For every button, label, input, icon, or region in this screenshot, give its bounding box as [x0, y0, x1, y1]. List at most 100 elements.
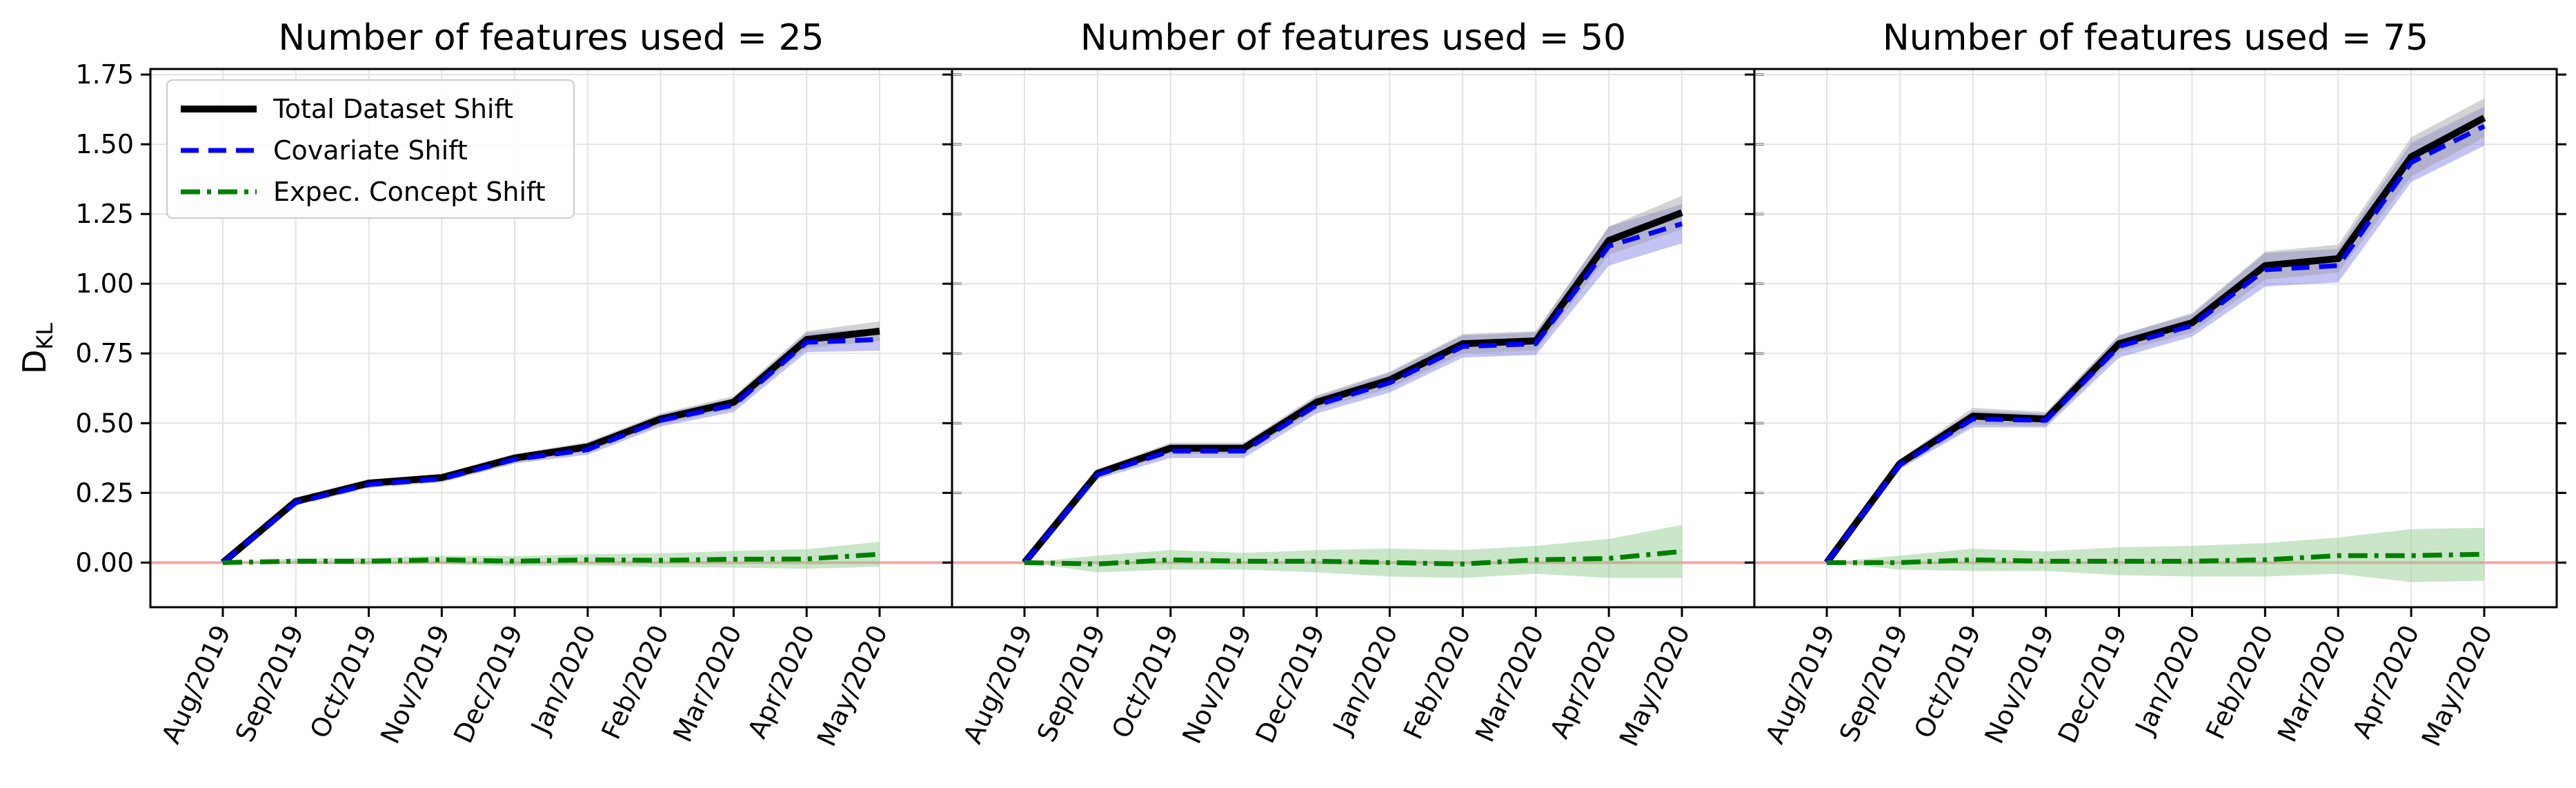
panel-2: Aug/2019Sep/2019Oct/2019Nov/2019Dec/2019… [942, 17, 1764, 751]
xtick-label: Aug/2019 [1760, 620, 1841, 748]
point-concept-0 [1024, 562, 1025, 563]
xtick-label: Jan/2020 [1327, 620, 1404, 740]
plot-frame [951, 68, 1756, 609]
point-covariate-6 [2264, 269, 2266, 270]
band-concept [1024, 524, 1682, 578]
point-covariate-8 [806, 342, 807, 343]
point-covariate-6 [660, 420, 662, 421]
panel-title: Number of features used = 25 [278, 17, 824, 59]
point-covariate-2 [1972, 418, 1974, 420]
xtick-label: May/2020 [1614, 620, 1696, 751]
point-total-2 [1170, 448, 1171, 449]
point-total-9 [2484, 117, 2485, 119]
xtick-label: Sep/2019 [230, 620, 310, 747]
xtick-label: Feb/2020 [2200, 620, 2279, 744]
point-concept-3 [2045, 560, 2047, 562]
point-concept-1 [1899, 562, 1901, 563]
xtick-label: Mar/2020 [2272, 620, 2352, 747]
legend-label-total: Total Dataset Shift [273, 94, 513, 124]
point-covariate-7 [2337, 265, 2339, 266]
series-line-concept [1827, 551, 2485, 565]
xtick-label: Apr/2020 [742, 620, 820, 742]
point-concept-7 [733, 558, 734, 560]
chart-panels: 0.00 0.25 0.50 0.75 1.00 1.25 1.50 1.75 Aug/2019… [75, 17, 2566, 751]
xtick-label: Aug/2019 [156, 620, 237, 748]
series-line-covariate [1825, 124, 2486, 564]
ytick-label: 1.00 [75, 268, 134, 299]
point-concept-8 [806, 558, 807, 560]
point-covariate-2 [368, 484, 370, 485]
xtick-label: Jan/2020 [524, 620, 602, 740]
point-covariate-7 [733, 404, 734, 406]
band-concept [223, 542, 880, 569]
xtick-label: Dec/2019 [1249, 620, 1330, 747]
ytick-label: 1.25 [75, 199, 134, 229]
point-concept-6 [660, 560, 662, 561]
point-total-2 [1972, 415, 1974, 417]
xtick-label: Feb/2020 [1398, 620, 1477, 744]
point-covariate-1 [295, 502, 297, 503]
panel-1: 0.00 0.25 0.50 0.75 1.00 1.25 1.50 1.75 Aug/2019… [75, 17, 962, 751]
point-covariate-5 [1389, 382, 1390, 384]
legend: Total Dataset Shift Covariate Shift Expec.… [166, 79, 575, 219]
series-line-covariate [1022, 221, 1683, 564]
series-line-total [220, 327, 880, 566]
band-total [1024, 195, 1682, 563]
point-concept-9 [1681, 551, 1683, 552]
ytick-label: 0.75 [75, 338, 134, 368]
xtick-label: Nov/2019 [375, 620, 456, 748]
point-concept-2 [368, 560, 370, 562]
point-total-8 [806, 339, 807, 340]
point-covariate-8 [2410, 161, 2412, 163]
xtick-label: Oct/2019 [1908, 620, 1987, 742]
xtick-label: Feb/2020 [595, 620, 675, 744]
ytick-label: 0.00 [75, 547, 134, 578]
series-line-covariate [221, 337, 880, 565]
panel-title: Number of features used = 75 [1883, 17, 2428, 59]
y-axis-label-subscript: KL [32, 323, 58, 350]
xtick-label: Oct/2019 [1106, 620, 1185, 742]
ytick-label: 1.50 [75, 129, 134, 159]
point-covariate-4 [1316, 404, 1318, 406]
band-concept [1827, 527, 2484, 582]
ytick-label: 1.75 [75, 59, 134, 90]
y-axis-label: DKL [16, 323, 58, 374]
xtick-label: Apr/2020 [1544, 620, 1623, 742]
xtick-label: Sep/2019 [1834, 620, 1914, 747]
band-covariate [223, 328, 880, 563]
panel-title: Number of features used = 50 [1080, 17, 1626, 59]
legend-label-covariate: Covariate Shift [273, 135, 468, 166]
xtick-label: Jan/2020 [2129, 620, 2206, 740]
xtick-label: Nov/2019 [1176, 620, 1258, 748]
series-line-concept [1024, 549, 1683, 567]
panel-3: Aug/2019Sep/2019Oct/2019Nov/2019Dec/2019… [1745, 17, 2566, 751]
point-covariate-3 [2045, 420, 2047, 421]
point-concept-7 [2337, 555, 2339, 556]
ytick-label: 0.50 [75, 408, 134, 438]
point-concept-8 [2410, 555, 2412, 556]
point-concept-0 [222, 562, 224, 563]
legend-box [166, 79, 575, 219]
point-concept-1 [295, 560, 297, 562]
xtick-label: May/2020 [2416, 620, 2498, 751]
plot-frame [1753, 68, 2558, 609]
xtick-label: Sep/2019 [1031, 620, 1111, 747]
point-total-7 [2337, 258, 2339, 259]
point-concept-5 [1389, 562, 1390, 563]
point-concept-9 [2484, 553, 2485, 555]
band-total [223, 321, 880, 563]
point-concept-4 [1316, 560, 1318, 562]
xtick-label: Mar/2020 [667, 620, 747, 747]
point-covariate-5 [587, 449, 588, 451]
legend-label-concept: Expec. Concept Shift [273, 177, 546, 207]
point-covariate-1 [1899, 464, 1901, 466]
point-concept-3 [1243, 560, 1245, 562]
xtick-label: May/2020 [811, 620, 893, 751]
xtick-label: Aug/2019 [958, 620, 1039, 748]
y-axis-label-main: D [16, 350, 53, 374]
xtick-label: Dec/2019 [448, 620, 528, 747]
xtick-label: Apr/2020 [2346, 620, 2425, 742]
xtick-label: Dec/2019 [2052, 620, 2132, 747]
xtick-label: Nov/2019 [1979, 620, 2060, 748]
